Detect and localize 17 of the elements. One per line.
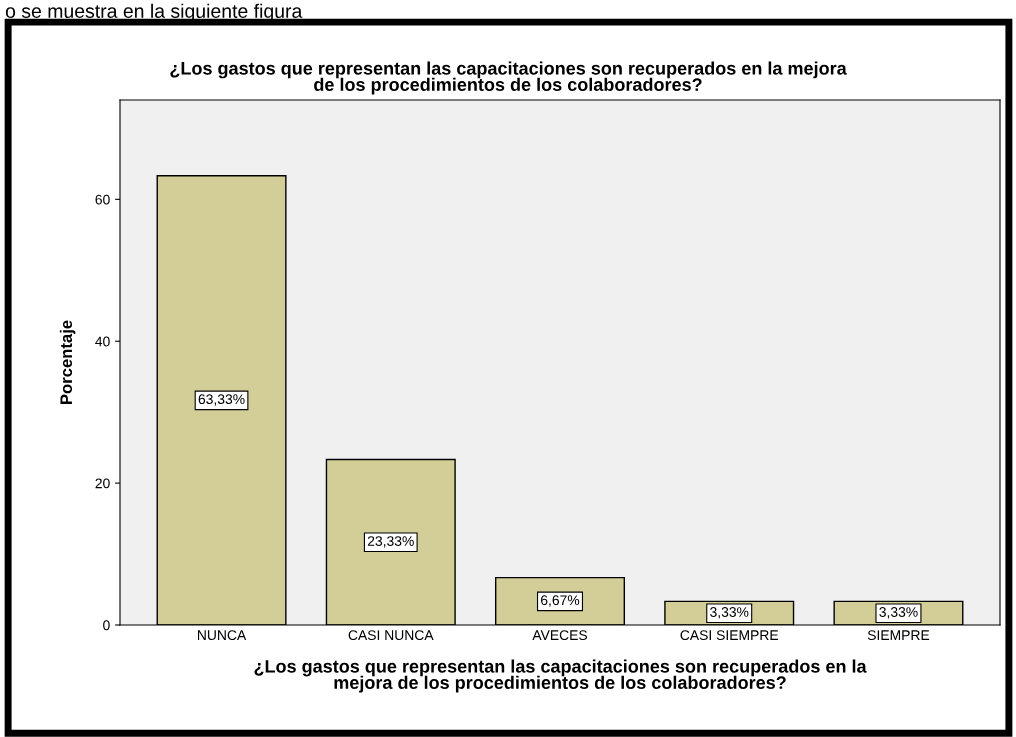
x-tick-label: CASI NUNCA — [348, 630, 434, 641]
y-tick-label: 40 — [95, 336, 110, 347]
x-tick-label: NUNCA — [197, 630, 247, 641]
data-label: 23,33% — [367, 536, 414, 548]
data-label: 63,33% — [198, 394, 245, 406]
data-label: 6,67% — [541, 595, 580, 607]
data-label: 3,33% — [710, 607, 749, 619]
chart-title: ¿Los gastos que representan las capacitaciones son recuperados en la mejora de los procedimientos de los colaboradores? — [170, 61, 847, 95]
x-tick-label: SIEMPRE — [867, 630, 930, 641]
y-tick-label: 0 — [103, 620, 110, 631]
x-tick-label: AVECES — [532, 630, 588, 641]
x-tick-label: CASI SIEMPRE — [680, 630, 779, 641]
x-axis-title: ¿Los gastos que representan las capacitaciones son recuperados en la mejora de los procedimientos de los colaboradores? — [254, 659, 867, 693]
y-tick-label: 20 — [95, 478, 110, 489]
data-label: 3,33% — [879, 607, 918, 619]
y-tick-label: 60 — [95, 194, 110, 205]
y-axis-title: Porcentaje — [59, 320, 76, 404]
